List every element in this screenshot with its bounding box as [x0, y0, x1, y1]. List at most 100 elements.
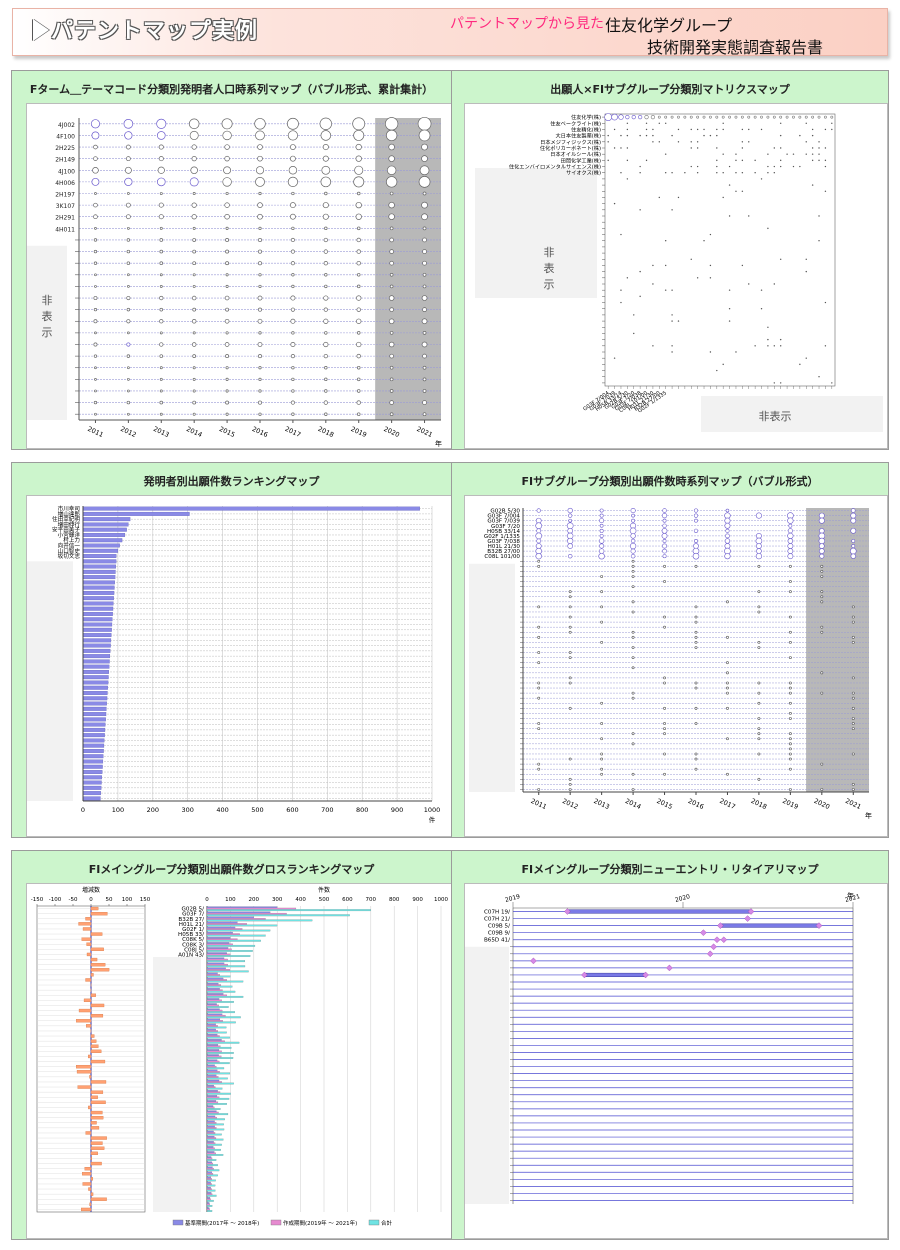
matrix-dot [620, 134, 622, 137]
bubble [535, 522, 543, 530]
matrix-dot [831, 128, 833, 131]
active-span [720, 923, 820, 928]
bubble [323, 295, 329, 301]
bubble [389, 365, 394, 370]
bubble [724, 538, 731, 544]
bubble [388, 143, 395, 151]
delta-bar [90, 1013, 104, 1018]
gross-bar [206, 944, 256, 947]
bubble [323, 261, 328, 266]
bubble [694, 681, 698, 685]
bubble [757, 564, 761, 568]
bubble [757, 737, 761, 741]
bubble [225, 261, 230, 266]
bubble [567, 543, 574, 549]
matrix-dot [716, 172, 718, 174]
matrix-dot [805, 153, 807, 155]
bubble [353, 129, 365, 141]
bubble [631, 696, 635, 700]
bubble [422, 353, 427, 359]
bubble [192, 238, 197, 242]
matrix-dot [671, 351, 673, 353]
delta-bar [90, 1126, 100, 1130]
matrix-dot [677, 141, 680, 143]
matrix-dot [811, 159, 814, 162]
bubble [389, 191, 394, 196]
matrix-dot [696, 277, 699, 279]
matrix-dot [741, 159, 744, 162]
header-banner: パテントマップ実例 パテントマップから見た 住友化学グループ 技術開発実態調査報… [12, 8, 888, 57]
page-title-text: パテントマップ実例 [51, 19, 259, 44]
bubble [126, 295, 131, 301]
bubble [156, 118, 167, 129]
bubble [757, 640, 761, 644]
bubble [726, 691, 729, 695]
matrix-bubble [747, 115, 751, 119]
matrix-dot [722, 122, 724, 124]
bubble [290, 237, 295, 243]
inventor-bar [82, 559, 117, 564]
delta-bar [90, 1100, 106, 1105]
matrix-dot [613, 147, 616, 149]
inventor-bar [82, 701, 107, 706]
bubble [126, 331, 130, 335]
gross-bar [206, 924, 278, 927]
bubble [422, 377, 427, 382]
bubble [158, 214, 164, 220]
delta-bar [90, 911, 108, 916]
bubble [599, 528, 604, 533]
matrix-dot [767, 153, 769, 155]
delta-bar [90, 1090, 104, 1094]
delta-bar [85, 917, 92, 921]
gross-bar [206, 995, 244, 998]
matrix-dot [639, 172, 641, 174]
panel-title: FIメイングループ分類別出願件数グロスランキングマップ [88, 863, 375, 876]
x-tick-label: 1000 [434, 897, 448, 903]
bubble [257, 295, 263, 301]
bubble [223, 166, 231, 175]
panel-new-entry-retire: FIメイングループ分類別ニューエントリ・リタイアリマップ 2019 2020 202… [451, 850, 889, 1240]
x-tick-label: 200 [147, 806, 159, 814]
bubble [352, 117, 366, 131]
bubble [694, 538, 698, 543]
matrix-dot [626, 159, 629, 162]
bubble [694, 630, 698, 634]
hidden-label: 表 [42, 309, 53, 323]
bubble [224, 295, 230, 301]
bubble [222, 130, 232, 141]
delta-bar [90, 1059, 106, 1064]
matrix-dot [805, 141, 807, 143]
delta-bar [90, 1095, 98, 1099]
hidden-area [153, 957, 201, 1212]
entry-marker [666, 964, 673, 972]
bubble [662, 543, 668, 549]
bubble [631, 559, 635, 563]
bubble [631, 788, 635, 791]
bubble [663, 727, 666, 731]
applicant-matrix-chart: 非表示非表示住友化学(株)住友ベークライト(株)住友精化(株)大日本住友製薬(株… [475, 113, 883, 432]
bubble [568, 651, 572, 654]
bubble [255, 130, 265, 141]
row-label: H01L 21/30 [488, 544, 521, 550]
bubble [418, 176, 431, 188]
matrix-dot [741, 172, 744, 174]
inventor-label: 安平由美子 [52, 526, 80, 534]
bubble [225, 377, 229, 381]
bubble [192, 226, 196, 230]
bubble [323, 237, 328, 243]
inventor-bar [82, 622, 113, 627]
bubble [422, 191, 427, 196]
delta-bar [90, 1197, 107, 1201]
matrix-dot [652, 128, 654, 131]
bubble [418, 129, 431, 142]
bubble [661, 533, 668, 539]
x-tick-label: 2021 [844, 893, 861, 904]
bubble [663, 732, 666, 736]
inventor-bar [82, 691, 108, 695]
bubble [221, 118, 233, 130]
bubble [225, 331, 229, 335]
retire-marker [747, 908, 755, 915]
row-label: 4J100 [58, 168, 75, 175]
